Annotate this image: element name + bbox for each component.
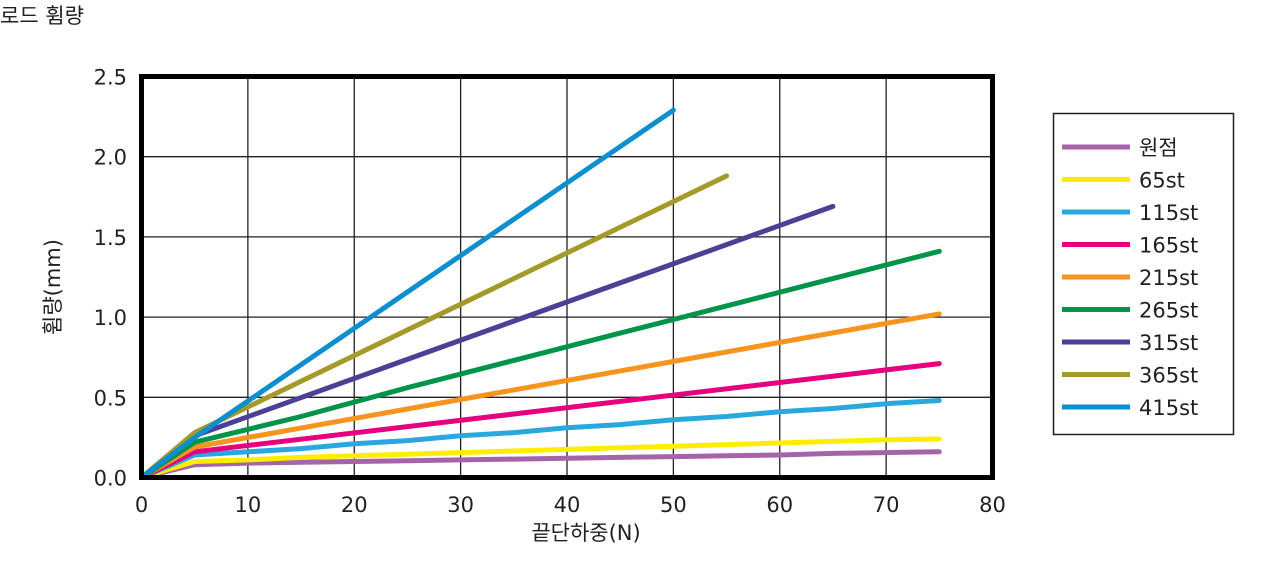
- series-line: [139, 398, 942, 480]
- x-tick-label: 70: [873, 493, 900, 517]
- legend-label: 365st: [1139, 364, 1198, 388]
- series-line: [139, 436, 942, 480]
- x-tick-label: 60: [766, 493, 793, 517]
- y-tick-label: 1.5: [94, 226, 127, 250]
- legend-label: 원점: [1139, 136, 1178, 160]
- y-tick-label: 0.5: [94, 386, 127, 410]
- y-tick-labels: 0.0 0.5 1.0 1.5 2.0 2.5: [94, 66, 127, 491]
- legend-label: 415st: [1139, 396, 1198, 420]
- grid: [140, 75, 994, 479]
- legend-label: 165st: [1139, 234, 1198, 258]
- x-tick-labels: 0 10 20 30 40 50 60 70 80: [135, 493, 1006, 517]
- legend-label: 265st: [1139, 299, 1198, 323]
- legend-label: 115st: [1139, 201, 1198, 225]
- legend-box: [1052, 112, 1235, 436]
- series-lines: [139, 107, 942, 480]
- series-line: [139, 248, 942, 480]
- x-tick-label: 30: [447, 493, 474, 517]
- y-tick-label: 2.5: [94, 66, 127, 90]
- legend-label: 315st: [1139, 331, 1198, 355]
- series-line: [139, 107, 676, 480]
- x-tick-label: 80: [979, 493, 1006, 517]
- page-title: 로드 휨량: [0, 4, 84, 28]
- y-tick-label: 0.0: [94, 467, 127, 491]
- x-axis-label: 끝단하중(N): [531, 521, 640, 545]
- y-tick-label: 2.0: [94, 146, 127, 170]
- legend-label: 215st: [1139, 266, 1198, 290]
- legend: 원점 65st 115st 165st 215st 265st 315st 365st 415s…: [1052, 112, 1235, 436]
- x-tick-label: 10: [235, 493, 262, 517]
- y-axis-label: 휨량(mm): [41, 239, 65, 335]
- plot-frame: [139, 74, 995, 480]
- x-tick-label: 20: [341, 493, 368, 517]
- y-tick-label: 1.0: [94, 306, 127, 330]
- series-line: [139, 449, 942, 480]
- x-tick-label: 0: [135, 493, 148, 517]
- x-tick-label: 40: [554, 493, 581, 517]
- legend-label: 65st: [1139, 169, 1185, 193]
- x-tick-label: 50: [660, 493, 687, 517]
